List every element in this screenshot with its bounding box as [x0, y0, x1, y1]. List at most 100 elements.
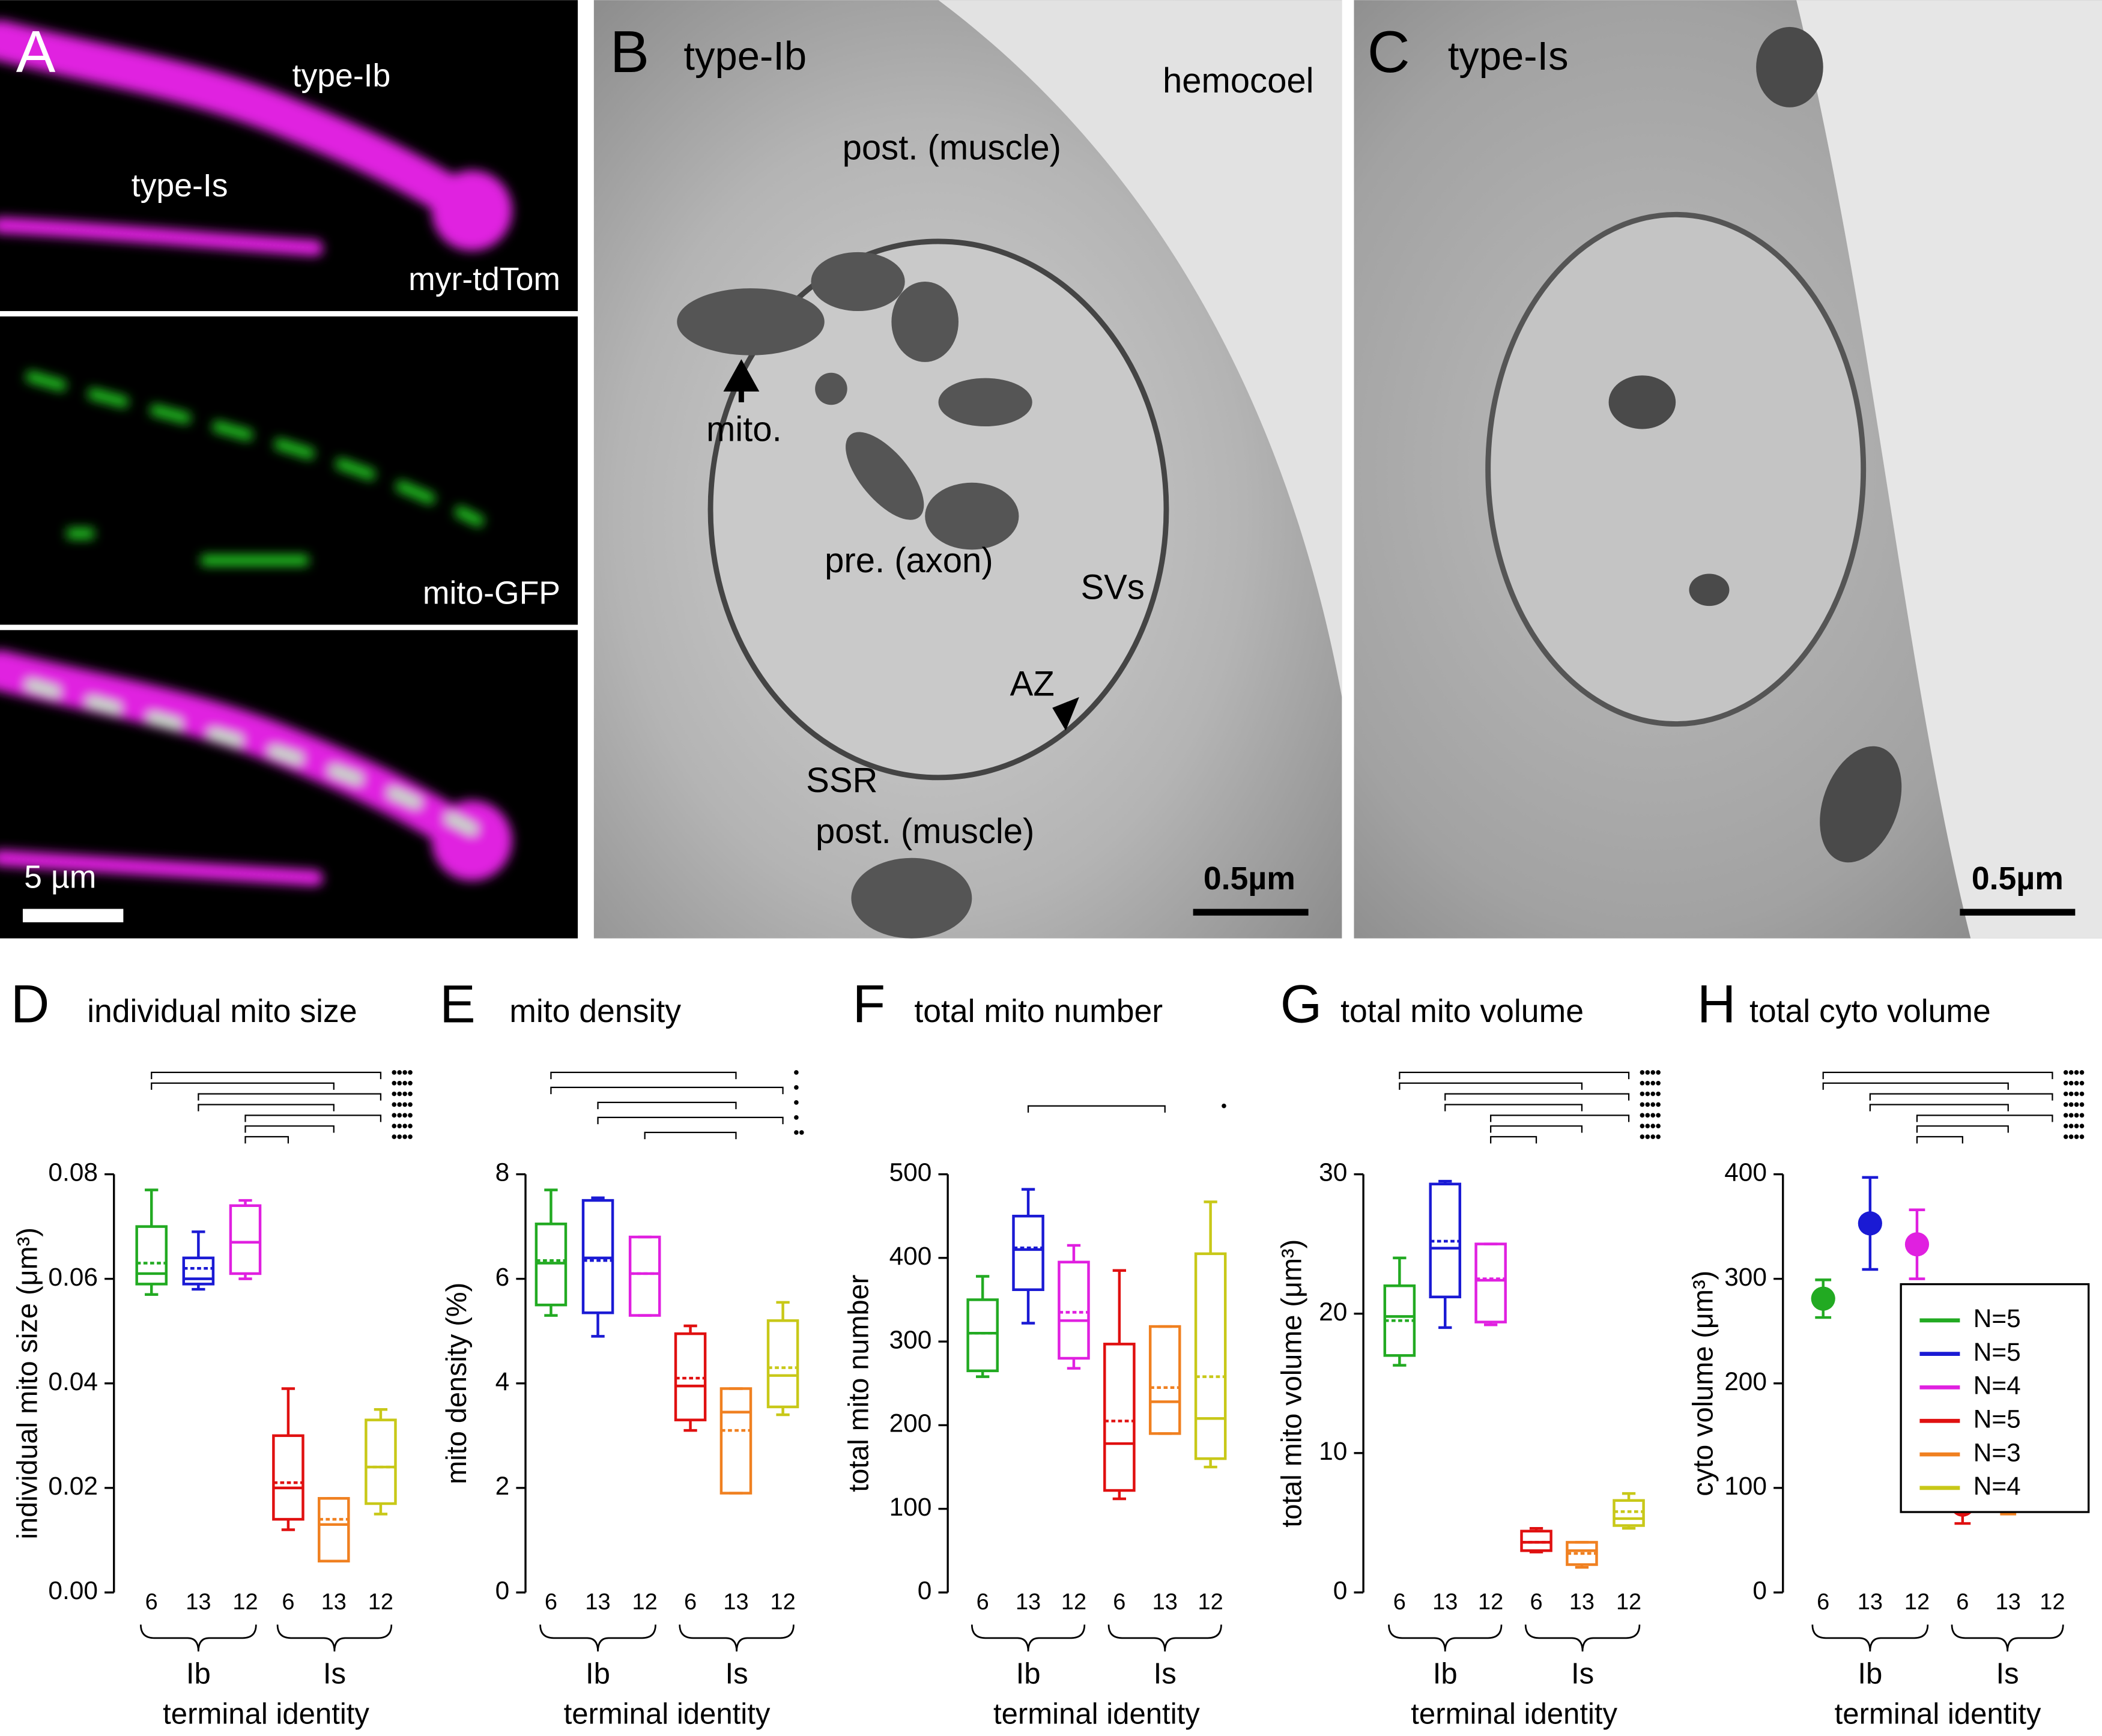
- significance-dot: [402, 1124, 407, 1128]
- significance-dot: [397, 1070, 402, 1075]
- brace: [1811, 1624, 1929, 1652]
- whisker-high: [976, 1275, 990, 1300]
- significance-bracket: [1027, 1105, 1166, 1113]
- legend-label: N=4: [1973, 1372, 2021, 1400]
- x-tick-label: 12: [632, 1589, 658, 1615]
- legend-label: N=5: [1973, 1405, 2021, 1433]
- x-tick-label: 6: [282, 1589, 294, 1615]
- significance-dot: [397, 1124, 402, 1128]
- significance-dot: [1656, 1080, 1661, 1086]
- significance-dot: [1640, 1102, 1645, 1107]
- x-axis-label: terminal identity: [1411, 1698, 1617, 1730]
- significance-dot: [1640, 1124, 1645, 1128]
- brace: [140, 1624, 257, 1652]
- y-tick-label: 0.04: [48, 1367, 98, 1396]
- group-label: Ib: [186, 1657, 211, 1690]
- significance-dot: [1645, 1134, 1650, 1139]
- y-axis-label: total mito volume (μm³): [1276, 1239, 1307, 1528]
- significance-dot: [397, 1091, 402, 1096]
- x-axis-label: terminal identity: [564, 1698, 771, 1730]
- y-tick-label: 8: [495, 1158, 510, 1187]
- y-tick-label: 100: [1724, 1472, 1767, 1500]
- box: [1194, 1252, 1227, 1460]
- group-label: Is: [1996, 1657, 2019, 1690]
- whisker-low: [374, 1503, 388, 1516]
- significance-dot: [397, 1113, 402, 1118]
- significance-bracket: [1822, 1082, 2009, 1090]
- image: [938, 0, 1342, 697]
- brace: [276, 1624, 393, 1652]
- whisker-low: [145, 1284, 159, 1296]
- label: post. (muscle): [816, 812, 1034, 851]
- whisker-high: [544, 1188, 558, 1224]
- significance-dot: [2068, 1134, 2074, 1139]
- x-tick-label: 6: [545, 1589, 557, 1615]
- significance-dot: [1650, 1134, 1656, 1139]
- y-tick-label: 300: [1724, 1263, 1767, 1291]
- panel-letter: D: [11, 973, 49, 1033]
- significance-dot: [1640, 1113, 1645, 1118]
- significance-dot: [402, 1091, 407, 1096]
- scale-bar: [22, 909, 124, 922]
- significance-bracket: [244, 1114, 382, 1122]
- y-axis-label: individual mito size (μm³): [11, 1227, 43, 1539]
- box: [966, 1298, 999, 1373]
- significance-dot: [1650, 1070, 1656, 1075]
- whisker-high: [1393, 1256, 1407, 1286]
- scale-label: 0.5µm: [1204, 861, 1295, 897]
- box: [1103, 1343, 1136, 1492]
- significance-dot: [392, 1080, 397, 1086]
- mitochondria: [677, 252, 1032, 550]
- significance-bracket: [1822, 1071, 2053, 1080]
- significance-bracket: [644, 1131, 737, 1140]
- significance-dot: [799, 1130, 804, 1135]
- significance-dot: [2063, 1070, 2068, 1075]
- brace: [539, 1624, 656, 1652]
- panel-b: B type-Ib hemocoel post. (muscle) mito. …: [593, 0, 1342, 939]
- scale-label: 5 µm: [24, 860, 96, 895]
- whisker-high: [145, 1188, 159, 1227]
- fluorescence: [0, 20, 512, 886]
- significance-dot: [1656, 1134, 1661, 1139]
- significance-dot: [2074, 1134, 2079, 1139]
- significance-dot: [2079, 1091, 2085, 1096]
- whisker-low: [683, 1420, 697, 1432]
- significance-dot: [1645, 1091, 1650, 1096]
- significance-dot: [2068, 1080, 2074, 1086]
- whisker-high: [776, 1301, 790, 1321]
- significance-dot: [2079, 1080, 2085, 1086]
- significance-dot: [2063, 1113, 2068, 1118]
- significance-bracket: [1399, 1071, 1630, 1080]
- significance-dot: [1656, 1102, 1661, 1107]
- y-tick-label: 0: [1752, 1576, 1767, 1604]
- x-tick-label: 12: [1904, 1589, 1930, 1615]
- image: [0, 316, 578, 625]
- x-tick-label: 6: [684, 1589, 697, 1615]
- label: pre. (axon): [825, 541, 993, 580]
- box: [628, 1235, 661, 1317]
- significance-dot: [2068, 1124, 2074, 1128]
- label: post. (muscle): [843, 129, 1061, 168]
- box: [1613, 1499, 1645, 1527]
- significance-dot: [2063, 1080, 2068, 1086]
- whisker-low: [1438, 1296, 1452, 1329]
- significance-dot: [794, 1070, 799, 1075]
- box: [272, 1434, 304, 1521]
- significance-bracket: [151, 1082, 335, 1090]
- x-tick-label: 13: [1152, 1589, 1178, 1615]
- x-tick-label: 13: [1996, 1589, 2021, 1615]
- significance-dot: [1645, 1124, 1650, 1128]
- whisker-low: [1204, 1459, 1217, 1469]
- significance-dot: [2074, 1080, 2079, 1086]
- significance-dot: [1650, 1091, 1656, 1096]
- box: [766, 1319, 799, 1409]
- significance-dot: [2079, 1113, 2085, 1118]
- significance-dot: [2079, 1070, 2085, 1075]
- group-label: Ib: [1858, 1657, 1882, 1690]
- significance-dot: [1650, 1102, 1656, 1107]
- significance-bracket: [1916, 1125, 2009, 1133]
- significance-dot: [402, 1102, 407, 1107]
- whisker-low: [1021, 1289, 1035, 1325]
- group-label: Is: [323, 1657, 346, 1690]
- arrow: [723, 359, 760, 402]
